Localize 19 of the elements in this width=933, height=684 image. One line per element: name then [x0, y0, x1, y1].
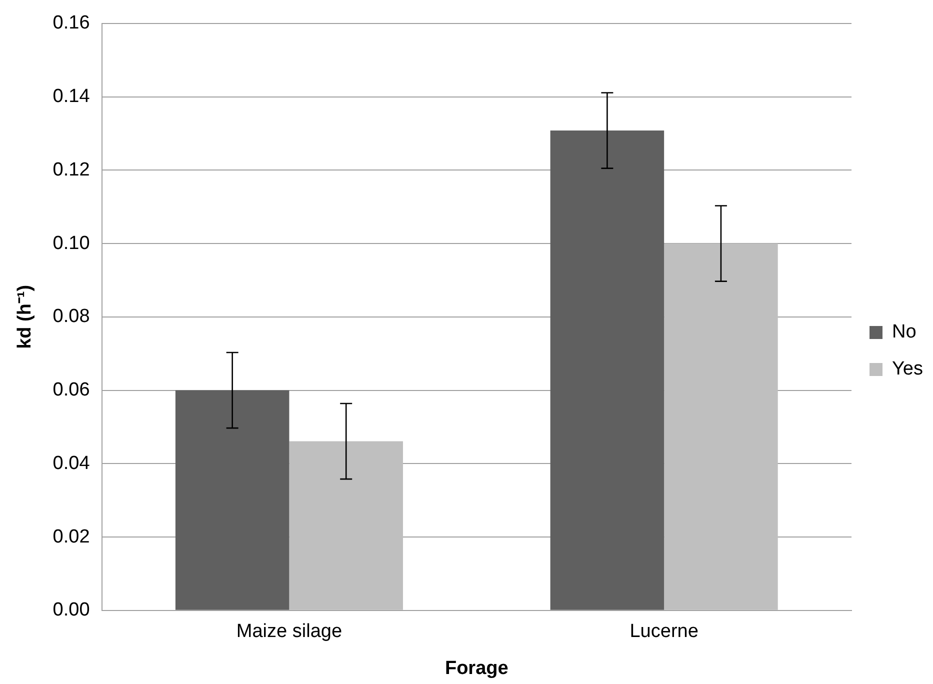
- x-axis-title: Forage: [444, 658, 508, 679]
- x-tick-label: Lucerne: [630, 621, 698, 642]
- y-tick-label: 0.16: [52, 12, 90, 34]
- legend-label: Yes: [892, 358, 924, 380]
- y-tick-label: 0.04: [52, 452, 90, 474]
- y-tick-label: 0.10: [52, 232, 90, 254]
- y-tick-label: 0.14: [52, 86, 90, 108]
- legend-label: No: [892, 322, 916, 343]
- y-axis-title: kd (h⁻¹): [14, 284, 36, 349]
- x-tick-label: Maize silage: [236, 621, 342, 642]
- bar: [289, 441, 403, 610]
- y-tick-label: 0.12: [52, 159, 90, 180]
- bar: [664, 244, 778, 610]
- y-tick-label: 0.08: [52, 306, 90, 328]
- bar: [175, 390, 290, 610]
- y-tick-label: 0.00: [52, 600, 90, 621]
- bar: [550, 130, 664, 610]
- y-tick-label: 0.02: [52, 526, 90, 548]
- y-tick-label: 0.06: [52, 380, 90, 401]
